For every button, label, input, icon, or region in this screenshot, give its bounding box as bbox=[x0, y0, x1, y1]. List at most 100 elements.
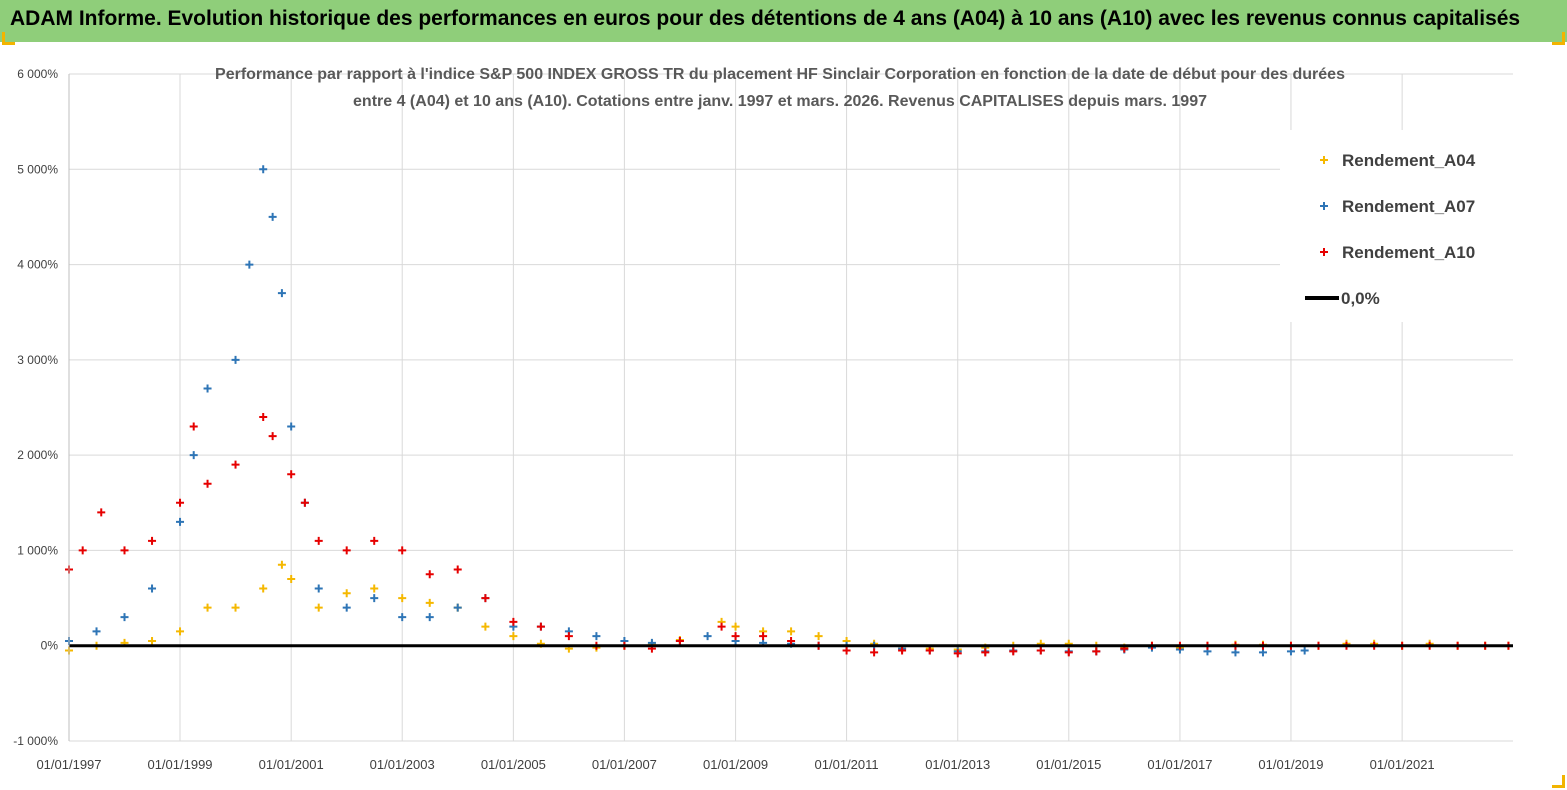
data-point bbox=[97, 508, 106, 517]
y-axis-tick-labels: -1 000% 0% 1 000% 2 000% 3 000% 4 000% 5 000% 6… bbox=[13, 67, 58, 748]
data-point bbox=[425, 570, 434, 579]
data-point bbox=[176, 627, 185, 636]
data-point bbox=[870, 648, 879, 657]
data-point bbox=[731, 632, 740, 641]
data-point bbox=[717, 622, 726, 631]
data-point bbox=[277, 560, 286, 569]
data-point bbox=[453, 603, 462, 612]
x-tick-label: 01/01/2011 bbox=[815, 757, 879, 772]
data-point bbox=[481, 622, 490, 631]
y-tick-label: 1 000% bbox=[17, 543, 58, 557]
data-point bbox=[92, 627, 101, 636]
data-point bbox=[148, 536, 157, 545]
data-point bbox=[300, 498, 309, 507]
legend-swatch bbox=[1320, 202, 1328, 210]
corner-marker-bottom-right bbox=[1552, 775, 1565, 788]
data-point bbox=[259, 584, 268, 593]
data-point bbox=[268, 212, 277, 221]
x-tick-label: 01/01/1997 bbox=[36, 757, 101, 772]
data-point bbox=[1300, 646, 1309, 655]
data-point bbox=[1092, 647, 1101, 656]
data-point bbox=[731, 622, 740, 631]
data-point bbox=[398, 546, 407, 555]
legend-background bbox=[1280, 130, 1513, 322]
data-point bbox=[189, 422, 198, 431]
x-tick-label: 01/01/2007 bbox=[592, 757, 657, 772]
data-point bbox=[148, 636, 157, 645]
y-tick-label: 6 000% bbox=[17, 67, 58, 81]
data-point bbox=[231, 460, 240, 469]
x-axis-tick-labels: 01/01/1997 01/01/1999 01/01/2001 01/01/2003… bbox=[36, 757, 1434, 772]
title-banner: ADAM Informe. Evolution historique des p… bbox=[0, 0, 1567, 42]
data-point bbox=[189, 451, 198, 460]
data-point bbox=[370, 594, 379, 603]
data-point bbox=[787, 627, 796, 636]
data-point bbox=[120, 546, 129, 555]
data-point bbox=[675, 636, 684, 645]
data-point bbox=[398, 594, 407, 603]
data-point bbox=[370, 584, 379, 593]
data-point bbox=[1231, 648, 1240, 657]
y-tick-label: 5 000% bbox=[17, 162, 58, 176]
data-point bbox=[1009, 647, 1018, 656]
y-tick-label: -1 000% bbox=[13, 734, 58, 748]
x-tick-label: 01/01/2001 bbox=[259, 757, 324, 772]
data-point bbox=[842, 646, 851, 655]
data-point bbox=[1258, 648, 1267, 657]
data-point bbox=[231, 603, 240, 612]
legend-swatch bbox=[1320, 248, 1328, 256]
x-tick-label: 01/01/2015 bbox=[1036, 757, 1101, 772]
data-point bbox=[398, 613, 407, 622]
data-point bbox=[314, 536, 323, 545]
data-point bbox=[342, 589, 351, 598]
x-tick-label: 01/01/2005 bbox=[481, 757, 546, 772]
data-point bbox=[287, 575, 296, 584]
chart-subtitle-line-2: entre 4 (A04) et 10 ans (A10). Cotations… bbox=[353, 93, 1207, 110]
data-point bbox=[314, 584, 323, 593]
data-point bbox=[1036, 646, 1045, 655]
data-point bbox=[898, 646, 907, 655]
y-tick-label: 3 000% bbox=[17, 353, 58, 367]
data-point bbox=[277, 289, 286, 298]
data-point bbox=[176, 498, 185, 507]
x-tick-label: 01/01/2021 bbox=[1370, 757, 1435, 772]
data-point bbox=[759, 632, 768, 641]
data-point bbox=[370, 536, 379, 545]
data-point bbox=[509, 632, 518, 641]
data-point bbox=[342, 546, 351, 555]
data-point bbox=[592, 632, 601, 641]
chart-legend: Rendement_A04 Rendement_A07 Rendement_A10 0… bbox=[1280, 130, 1513, 322]
legend-label: Rendement_A04 bbox=[1342, 151, 1476, 170]
legend-label: Rendement_A07 bbox=[1342, 197, 1475, 216]
x-tick-label: 01/01/2013 bbox=[925, 757, 990, 772]
data-point bbox=[78, 546, 87, 555]
data-point bbox=[814, 632, 823, 641]
y-tick-label: 0% bbox=[41, 639, 59, 653]
data-point bbox=[564, 632, 573, 641]
data-point bbox=[787, 636, 796, 645]
x-tick-label: 01/01/2009 bbox=[703, 757, 768, 772]
data-point bbox=[203, 479, 212, 488]
data-point bbox=[176, 517, 185, 526]
data-point bbox=[268, 432, 277, 441]
data-point bbox=[342, 603, 351, 612]
chart-subtitle-line-1: Performance par rapport à l'indice S&P 5… bbox=[215, 66, 1345, 83]
data-point bbox=[703, 632, 712, 641]
y-tick-label: 2 000% bbox=[17, 448, 58, 462]
data-point bbox=[259, 165, 268, 174]
data-point bbox=[953, 649, 962, 658]
x-tick-label: 01/01/1999 bbox=[147, 757, 212, 772]
page-title: ADAM Informe. Evolution historique des p… bbox=[10, 7, 1521, 30]
data-point bbox=[536, 622, 545, 631]
scatter-chart: -1 000% 0% 1 000% 2 000% 3 000% 4 000% 5 000% 6… bbox=[13, 66, 1513, 772]
data-point bbox=[314, 603, 323, 612]
data-point bbox=[481, 594, 490, 603]
data-point bbox=[259, 413, 268, 422]
chart-series bbox=[65, 165, 1513, 658]
data-point bbox=[1064, 648, 1073, 657]
corner-marker-top-right bbox=[1552, 32, 1565, 45]
data-point bbox=[245, 260, 254, 269]
data-point bbox=[425, 598, 434, 607]
legend-swatch bbox=[1320, 156, 1328, 164]
data-point bbox=[425, 613, 434, 622]
